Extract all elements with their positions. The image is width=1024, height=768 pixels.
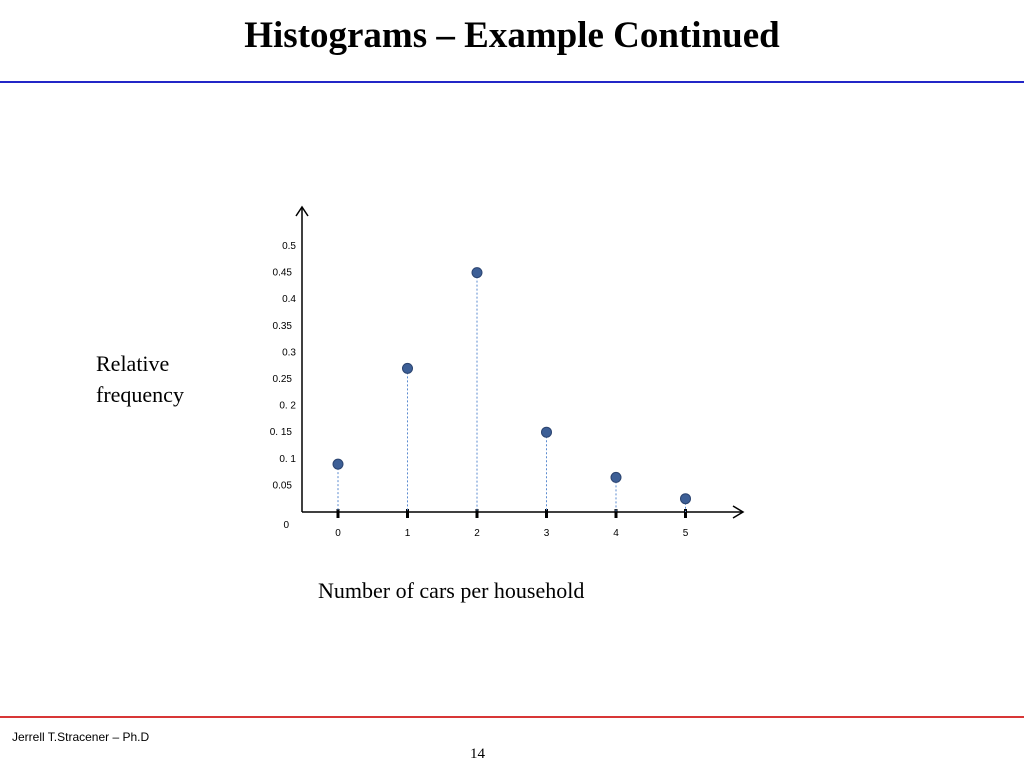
- data-point: [610, 471, 622, 483]
- chart-axes: [295, 205, 745, 519]
- x-tick-label: 0: [335, 528, 341, 539]
- data-point: [680, 493, 691, 505]
- x-tick-labels: 0 1 2 3 4 5: [335, 509, 689, 539]
- data-point: [402, 362, 413, 374]
- y-tick-label: 0.5: [282, 241, 296, 252]
- page-number: 14: [470, 746, 485, 762]
- y-tick-label: 0. 2: [279, 401, 296, 412]
- footer-author: Jerrell T.Stracener – Ph.D: [12, 730, 150, 744]
- footer-divider: [0, 716, 1024, 718]
- data-point: [541, 426, 552, 438]
- x-axis-label: Number of cars per household: [318, 578, 585, 603]
- y-tick-label: 0.45: [273, 268, 293, 279]
- y-tick-labels: 0 0.05 0. 1 0. 15 0. 2 0.25 0.3 0.35 0.4 0.45 0.5: [270, 241, 297, 531]
- y-tick-label: 0. 15: [270, 427, 293, 438]
- x-tick-mark: [684, 509, 687, 518]
- data-points: [332, 267, 691, 505]
- slide-title: Histograms – Example Continued: [244, 15, 780, 56]
- data-point: [332, 458, 344, 470]
- y-axis-arrow-icon: [295, 205, 309, 217]
- y-tick-label: 0: [283, 520, 289, 531]
- x-tick-mark: [614, 509, 618, 518]
- x-tick-label: 2: [474, 528, 480, 539]
- data-stems: [337, 272, 686, 512]
- x-tick-mark: [545, 509, 548, 518]
- x-tick-mark: [475, 509, 479, 518]
- x-tick-label: 3: [544, 528, 550, 539]
- x-tick-mark: [336, 509, 340, 518]
- y-axis-label: Relative frequency: [96, 351, 184, 407]
- x-tick-label: 1: [405, 528, 411, 539]
- y-tick-label: 0.25: [273, 374, 293, 385]
- y-tick-label: 0.4: [282, 294, 296, 305]
- y-tick-label: 0.3: [282, 347, 296, 358]
- title-divider: [0, 81, 1024, 83]
- x-tick-label: 5: [683, 528, 689, 539]
- x-tick-mark: [406, 509, 409, 518]
- y-tick-label: 0.05: [273, 480, 293, 491]
- y-tick-label: 0. 1: [279, 454, 296, 465]
- x-tick-label: 4: [613, 528, 619, 539]
- x-axis-arrow-icon: [732, 505, 745, 519]
- y-tick-label: 0.35: [273, 321, 293, 332]
- data-point: [471, 267, 483, 279]
